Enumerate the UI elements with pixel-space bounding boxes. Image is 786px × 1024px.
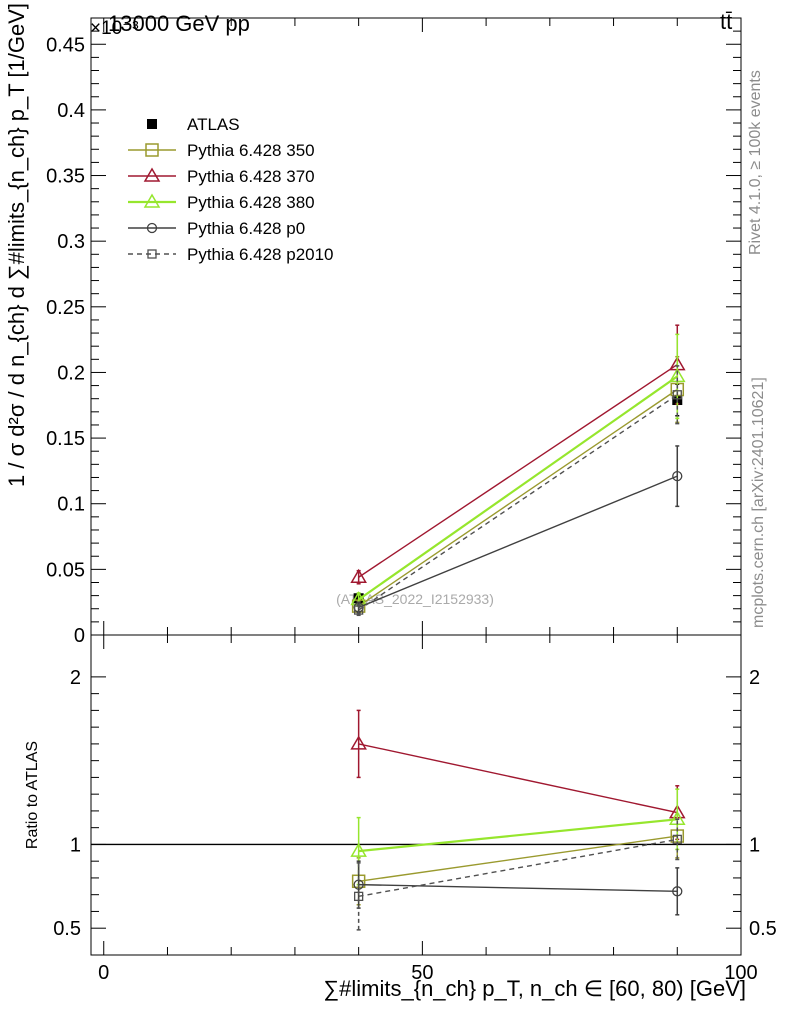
- legend-entry-pythia-6-428-p0: Pythia 6.428 p0: [128, 219, 305, 238]
- main-y-tick-label: 0.3: [57, 231, 85, 253]
- ratio-x-tick-label: 50: [411, 962, 433, 984]
- main-line-pythia-6-428-p0: [358, 475, 678, 609]
- ratio-line-pythia-6-428-370: [358, 743, 678, 814]
- legend-marker: [147, 119, 157, 129]
- main-y-tick-label: 0: [74, 625, 85, 647]
- main-series: [350, 324, 686, 617]
- legend-label: Pythia 6.428 380: [187, 193, 315, 212]
- ratio-x-axis: 0 50 100: [98, 635, 758, 984]
- legend-entry-pythia-6-428-p2010: Pythia 6.428 p2010: [128, 245, 334, 264]
- main-y-tick-label: 0.25: [46, 297, 85, 319]
- ratio-y-axis: 0.5 0.5 1 1 2 2: [53, 667, 777, 940]
- ratio-x-tick-label: 0: [98, 962, 109, 984]
- mcplots-label: mcplots.cern.ch [arXiv:2401.10621]: [750, 377, 767, 628]
- legend-label: Pythia 6.428 370: [187, 167, 315, 186]
- ratio-y-tick-label: 1: [70, 834, 81, 856]
- ratio-frame: [90, 634, 742, 956]
- ratio-line-pythia-6-428-350: [358, 835, 678, 882]
- main-y-tick-label: 0.4: [57, 100, 85, 122]
- legend-marker: [145, 143, 159, 157]
- ratio-point-pythia-6-428-p2010: [353, 891, 364, 902]
- ratio-series-pythia-6-428-p2010: [353, 818, 682, 931]
- legend-entry-atlas: ATLAS: [147, 115, 240, 134]
- ratio-y-tick-label-right: 1: [749, 834, 760, 856]
- ratio-series-pythia-6-428-370: [350, 709, 686, 841]
- header-left: 13000 GeV pp: [108, 11, 250, 36]
- ratio-point-pythia-6-428-p2010: [672, 834, 682, 845]
- main-x-ticks: [103, 18, 742, 635]
- main-y-tick-label: 0.2: [57, 362, 85, 384]
- ratio-series-pythia-6-428-350: [351, 813, 685, 906]
- ratio-y-tick-label-right: 0.5: [749, 918, 777, 940]
- legend-marker: [143, 167, 161, 182]
- main-y-axis: 0 0.05 0.1 0.15 0.2 0.25 0.3 0.35 0.4 0.45: [46, 30, 741, 647]
- ratio-y-label: Ratio to ATLAS: [24, 741, 41, 849]
- ratio-point-pythia-6-428-380: [350, 842, 367, 857]
- main-y-tick-label: 0.05: [46, 559, 85, 581]
- ratio-y-tick-label: 0.5: [53, 918, 81, 940]
- main-series-pythia-6-428-370: [350, 324, 686, 585]
- main-panel: 0 0.05 0.1 0.15 0.2 0.25 0.3 0.35 0.4 0.45 1 / σ …: [4, 3, 742, 647]
- ratio-x-tick-label: 100: [724, 962, 757, 984]
- legend-marker: [146, 222, 158, 234]
- y-exponent: ×10⁻³: [90, 18, 139, 39]
- main-frame: [90, 17, 742, 636]
- rivet-label: Rivet 4.1.0, ≥ 100k events: [747, 70, 764, 255]
- main-y-label: 1 / σ d²σ / d n_{ch} d ∑#limits_{n_ch} p…: [4, 3, 29, 487]
- legend-marker: [143, 193, 161, 208]
- main-point-pythia-6-428-p2010: [672, 390, 682, 400]
- legend-label: ATLAS: [187, 115, 240, 134]
- main-point-pythia-6-428-p0: [672, 471, 683, 482]
- ratio-point-pythia-6-428-p0: [672, 886, 683, 897]
- main-line-pythia-6-428-380: [358, 375, 678, 601]
- main-point-pythia-6-428-370: [350, 568, 367, 583]
- legend: ATLAS Pythia 6.428 350 Pythia 6.428 370 Pyt…: [128, 115, 334, 264]
- main-y-tick-label: 0.1: [57, 494, 85, 516]
- ratio-line-pythia-6-428-380: [358, 818, 678, 853]
- main-y-tick-label: 0.35: [46, 166, 85, 188]
- main-line-pythia-6-428-350: [358, 388, 678, 607]
- main-series-pythia-6-428-p2010: [353, 365, 682, 617]
- legend-marker: [147, 249, 157, 259]
- ratio-y-tick-label: 2: [70, 667, 81, 689]
- legend-entry-pythia-6-428-370: Pythia 6.428 370: [128, 167, 315, 186]
- main-series-pythia-6-428-350: [351, 355, 685, 613]
- main-y-tick-label: 0.45: [46, 34, 85, 56]
- ratio-panel: 0.5 0.5 1 1 2 2 0 50 100 Ratio to ATLAS ∑#limit…: [24, 634, 777, 1001]
- legend-entry-pythia-6-428-350: Pythia 6.428 350: [128, 141, 315, 160]
- legend-entry-pythia-6-428-380: Pythia 6.428 380: [128, 193, 315, 212]
- legend-label: Pythia 6.428 350: [187, 141, 315, 160]
- ratio-series: [350, 709, 686, 931]
- main-point-pythia-6-428-p2010: [353, 605, 364, 615]
- main-series-pythia-6-428-p0: [353, 445, 683, 614]
- ratio-y-tick-label-right: 2: [749, 667, 760, 689]
- header-right: tt̄: [720, 9, 732, 34]
- legend-label: Pythia 6.428 p0: [187, 219, 305, 238]
- legend-label: Pythia 6.428 p2010: [187, 245, 334, 264]
- main-line-pythia-6-428-p2010: [358, 394, 678, 611]
- ratio-line-pythia-6-428-p0: [358, 883, 678, 893]
- main-line-pythia-6-428-370: [358, 363, 678, 578]
- x-axis-label: ∑#limits_{n_ch} p_T, n_ch ∈ [60, 80) [Ge…: [323, 976, 746, 1001]
- ratio-point-pythia-6-428-370: [350, 735, 367, 750]
- main-y-tick-label: 0.15: [46, 428, 85, 450]
